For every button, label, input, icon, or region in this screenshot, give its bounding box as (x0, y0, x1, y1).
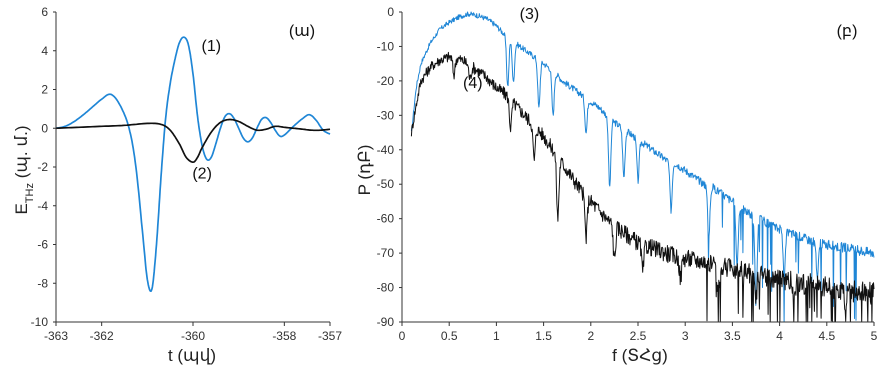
x-tick-label: 5 (871, 329, 878, 343)
y-tick-label: -60 (377, 212, 395, 226)
panel-label: (ա) (289, 23, 315, 40)
panel-label: (բ) (837, 23, 858, 40)
x-tick-label: -357 (318, 329, 342, 343)
x-axis-label: f (ՏՀց) (612, 346, 668, 365)
y-tick-label: -50 (377, 177, 395, 191)
x-tick-label: 2.5 (630, 329, 647, 343)
y-tick-label: -2 (37, 160, 48, 174)
y-tick-label: -20 (377, 74, 395, 88)
y-tick-label: -40 (377, 143, 395, 157)
x-axis-label: t (պվ) (168, 346, 216, 365)
y-tick-label: -8 (37, 276, 48, 290)
x-tick-label: 2 (587, 329, 594, 343)
axes (55, 12, 330, 323)
y-axis-label: ETHz (պ. մ.) (12, 125, 36, 214)
y-tick-label: -4 (37, 199, 48, 213)
x-tick-label: 0.5 (441, 329, 458, 343)
y-axis-label: P (դԲ) (355, 145, 374, 196)
x-tick-labels: 0 0.5 1 1.5 2 2.5 3 3.5 4 4.5 5 (399, 322, 878, 343)
y-axis-label-rest: (պ. մ.) (12, 125, 31, 183)
annotations: (3) (4) (463, 6, 539, 92)
panel-b-spectrum: 0 -10 -20 -30 -40 -50 -60 -70 -80 -90 0 0.5 1 1.5 2 2.… (355, 5, 878, 365)
annotations: (1) (2) (192, 38, 221, 183)
x-tick-label: -362 (90, 329, 114, 343)
x-tick-label: 4.5 (818, 329, 835, 343)
y-tick-labels: 0 -10 -20 -30 -40 -50 -60 -70 -80 -90 (377, 5, 402, 329)
series-lines (410, 11, 875, 323)
x-tick-label: -360 (181, 329, 205, 343)
y-tick-label: -30 (377, 108, 395, 122)
y-tick-label: 4 (41, 44, 48, 58)
y-tick-label: 0 (387, 5, 394, 19)
curve-label: (1) (201, 38, 221, 55)
curve-label: (3) (520, 6, 540, 23)
series-line-1 (55, 36, 331, 293)
y-axis-label-sub: THz (24, 183, 36, 203)
y-tick-label: -90 (377, 315, 395, 329)
panel-a-time-domain: 6 4 2 0 -2 -4 -6 -8 -10 -363 -362 -360 -358 -357 (1)… (12, 5, 342, 365)
y-tick-label: -6 (37, 238, 48, 252)
axes (401, 12, 874, 323)
y-axis-label-main: E (12, 203, 31, 214)
x-tick-label: -358 (272, 329, 296, 343)
x-tick-label: 0 (399, 329, 406, 343)
y-tick-label: -80 (377, 281, 395, 295)
curve-label: (2) (192, 166, 212, 183)
y-tick-label: 6 (41, 5, 48, 19)
y-tick-label: -10 (31, 315, 49, 329)
x-tick-label: 1.5 (535, 329, 552, 343)
y-tick-label: 2 (41, 83, 48, 97)
y-tick-label: -10 (377, 39, 395, 53)
x-tick-label: 3 (682, 329, 689, 343)
x-tick-label: 1 (493, 329, 500, 343)
y-tick-label: 0 (41, 121, 48, 135)
x-tick-label: 3.5 (724, 329, 741, 343)
series-lines (55, 36, 331, 293)
y-tick-label: -70 (377, 246, 395, 260)
x-tick-label: 4 (776, 329, 783, 343)
y-tick-labels: 6 4 2 0 -2 -4 -6 -8 -10 (31, 5, 56, 329)
x-tick-labels: -363 -362 -360 -358 -357 (44, 322, 342, 343)
series-line-2 (55, 118, 331, 164)
series-line-1 (410, 11, 875, 323)
x-tick-label: -363 (44, 329, 68, 343)
series-line-2 (410, 51, 875, 323)
curve-label: (4) (463, 75, 483, 92)
